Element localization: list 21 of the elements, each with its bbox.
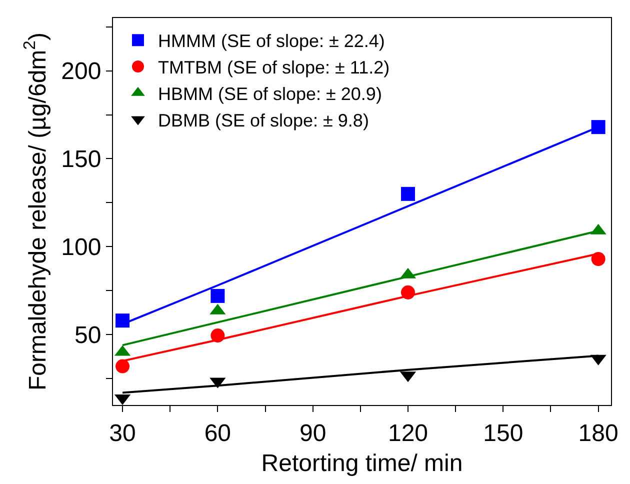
point xyxy=(210,288,225,303)
y-tick-label: 50 xyxy=(74,322,102,350)
x-tick-label: 180 xyxy=(578,420,618,447)
point xyxy=(116,314,130,328)
x-axis-title: Retorting time/ min xyxy=(261,450,463,478)
x-tick-label: 120 xyxy=(388,420,428,447)
y-tick-label: 150 xyxy=(61,146,102,174)
legend-label: DBMB (SE of slope: ± 9.8) xyxy=(158,110,369,130)
x-tick-label: 60 xyxy=(204,420,232,447)
x-tick-label: 150 xyxy=(483,420,524,447)
point xyxy=(400,186,415,201)
y-tick-label: 100 xyxy=(61,234,102,262)
x-tick-label: 30 xyxy=(109,420,136,447)
point xyxy=(591,252,606,266)
legend-label: HMMM (SE of slope: ± 22.4) xyxy=(158,31,385,52)
y-tick-label: 200 xyxy=(61,58,102,86)
point xyxy=(591,120,606,134)
legend-label: HBMM (SE of slope: ± 20.9) xyxy=(158,84,382,104)
point xyxy=(116,359,130,374)
x-tick-label: 90 xyxy=(299,420,326,447)
legend-label: TMTBM (SE of slope: ± 11.2) xyxy=(158,57,390,78)
